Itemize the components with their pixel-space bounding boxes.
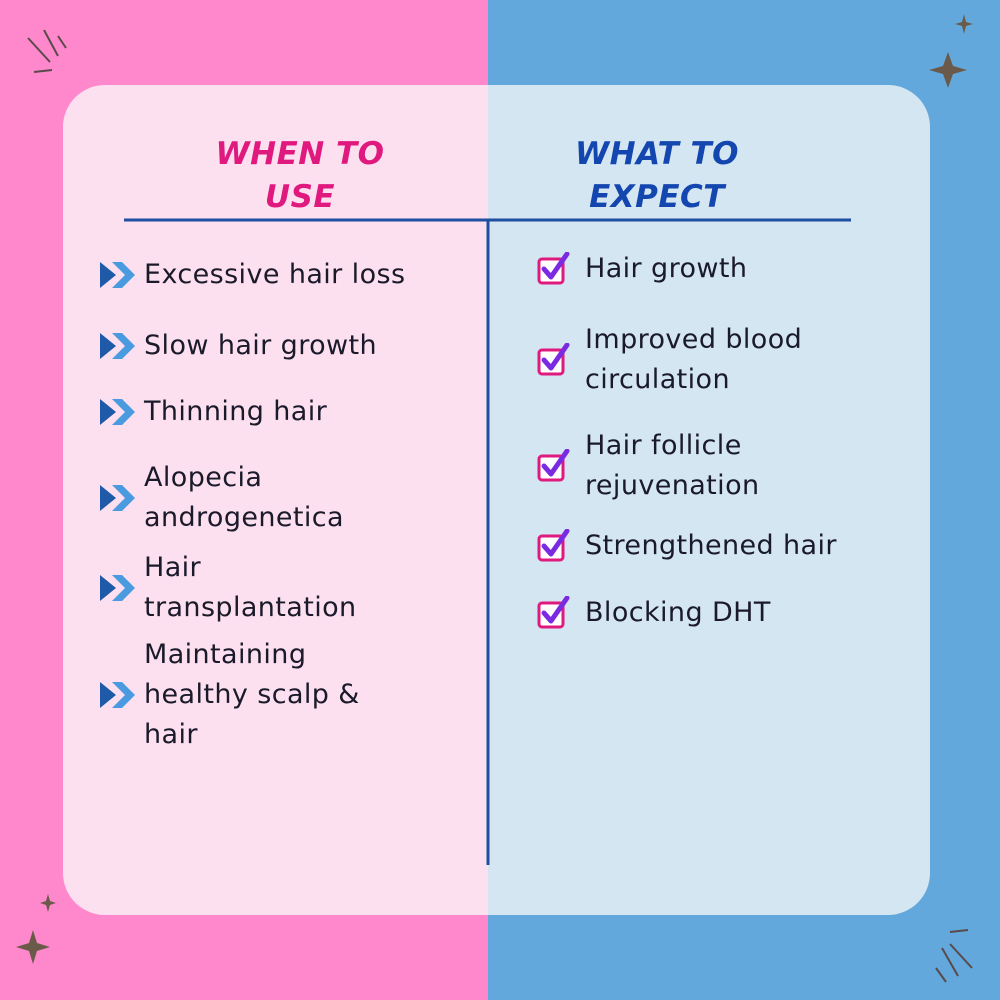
arrow: [100, 680, 136, 710]
arrow-icon: [100, 333, 135, 359]
arrow-icon: [100, 485, 135, 511]
use-item: Alopecia androgenetica: [144, 462, 344, 533]
check-icon: [537, 528, 570, 562]
right-title: WHAT TO EXPECT: [574, 136, 740, 215]
sparkles: [16, 14, 973, 964]
sparkle-lines: [27, 29, 973, 983]
checkbox: [536, 528, 570, 563]
use-item: Excessive hair loss: [144, 259, 406, 290]
checkbox: [536, 448, 570, 483]
use-item: Slow hair growth: [144, 330, 378, 361]
arrow: [100, 573, 136, 603]
expect-item: Hair growth: [585, 253, 748, 284]
arrow-icon: [100, 575, 135, 601]
left-title: WHEN TO USE: [215, 136, 385, 215]
arrow: [100, 260, 136, 290]
expect-item: Improved blood circulation: [585, 324, 803, 395]
arrow: [100, 331, 136, 361]
use-item: Thinning hair: [144, 396, 328, 427]
check-icon: [537, 448, 570, 482]
use-item: Maintaining healthy scalp & hair: [144, 639, 360, 750]
arrow-icon: [100, 262, 135, 288]
arrow-icon: [100, 399, 135, 425]
expect-item: Hair follicle rejuvenation: [585, 430, 760, 501]
check-icon: [537, 251, 570, 285]
card: [63, 85, 930, 915]
expect-item: Blocking DHT: [585, 597, 771, 628]
use-item: Hair transplantation: [144, 552, 357, 623]
check-icon: [537, 595, 570, 629]
checkbox: [536, 251, 570, 286]
expect-item: Strengthened hair: [585, 530, 837, 561]
checkbox: [536, 595, 570, 630]
checkbox: [536, 342, 570, 377]
arrow: [100, 397, 136, 427]
arrow-icon: [100, 682, 135, 708]
arrow: [100, 483, 136, 513]
check-icon: [537, 342, 570, 376]
